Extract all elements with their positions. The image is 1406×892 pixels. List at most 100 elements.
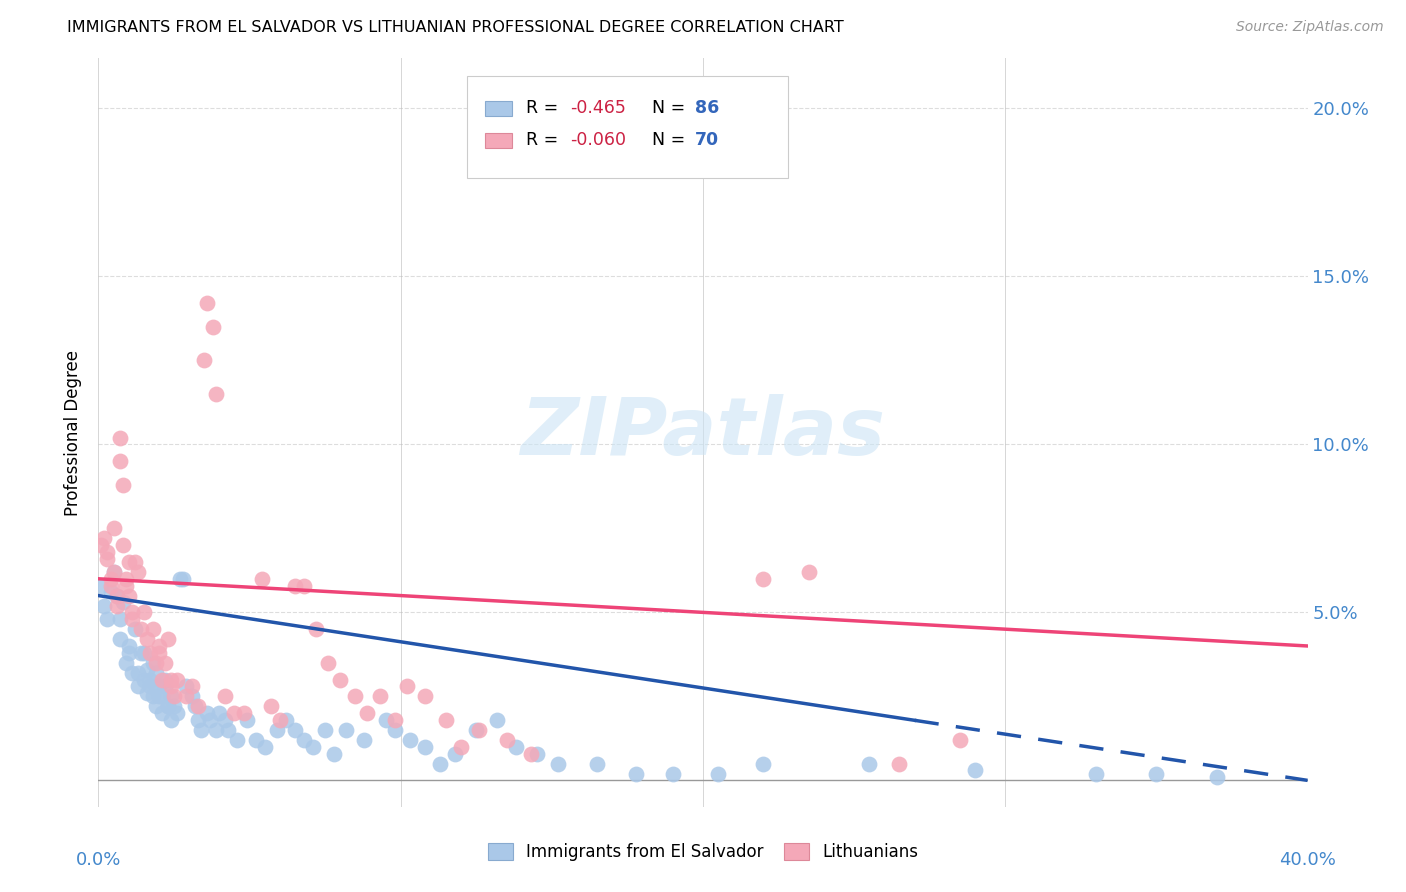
Point: [172, 572, 194, 586]
Point: [111, 595, 134, 609]
Point: [205, 387, 228, 401]
Point: [205, 723, 228, 737]
Text: IMMIGRANTS FROM EL SALVADOR VS LITHUANIAN PROFESSIONAL DEGREE CORRELATION CHART: IMMIGRANTS FROM EL SALVADOR VS LITHUANIA…: [67, 20, 844, 35]
Point: [181, 679, 204, 693]
Point: [108, 632, 131, 647]
Point: [444, 747, 467, 761]
Point: [114, 572, 136, 586]
Point: [135, 686, 157, 700]
Point: [111, 538, 134, 552]
Point: [519, 747, 541, 761]
Point: [93, 599, 115, 613]
Point: [124, 555, 146, 569]
Text: R =: R =: [526, 99, 564, 117]
Point: [335, 723, 357, 737]
Point: [124, 622, 146, 636]
Point: [139, 679, 162, 693]
Text: ZIPatlas: ZIPatlas: [520, 393, 886, 472]
Point: [160, 690, 183, 704]
Point: [100, 578, 122, 592]
Point: [1206, 770, 1229, 784]
Point: [105, 599, 128, 613]
Bar: [485, 133, 512, 148]
Text: 86: 86: [695, 99, 718, 117]
Point: [398, 733, 420, 747]
Point: [100, 572, 122, 586]
Point: [949, 733, 972, 747]
Point: [132, 673, 155, 687]
Point: [274, 713, 297, 727]
Point: [145, 665, 167, 680]
Point: [135, 632, 157, 647]
Point: [118, 639, 141, 653]
Point: [356, 706, 378, 721]
Point: [187, 713, 209, 727]
Point: [1085, 766, 1108, 780]
Point: [245, 733, 267, 747]
Point: [193, 353, 215, 368]
FancyBboxPatch shape: [467, 76, 787, 178]
Text: 70: 70: [695, 130, 718, 149]
Point: [269, 713, 291, 727]
Text: -0.060: -0.060: [569, 130, 626, 149]
Point: [103, 521, 125, 535]
Point: [202, 319, 225, 334]
Point: [132, 646, 155, 660]
Point: [96, 551, 118, 566]
Point: [174, 690, 197, 704]
Point: [395, 679, 418, 693]
Point: [156, 699, 179, 714]
Point: [114, 656, 136, 670]
Point: [139, 646, 162, 660]
Point: [965, 764, 987, 778]
Point: [129, 622, 152, 636]
Point: [468, 723, 491, 737]
Point: [153, 679, 176, 693]
Legend: Immigrants from El Salvador, Lithuanians: Immigrants from El Salvador, Lithuanians: [481, 836, 925, 868]
Point: [169, 572, 191, 586]
Point: [103, 565, 125, 579]
Point: [752, 572, 775, 586]
Point: [329, 673, 352, 687]
Point: [142, 656, 165, 670]
Text: -0.465: -0.465: [569, 99, 626, 117]
Point: [93, 532, 115, 546]
Point: [316, 656, 339, 670]
Point: [132, 606, 155, 620]
Point: [108, 454, 131, 468]
Point: [121, 612, 143, 626]
Point: [150, 706, 173, 721]
Point: [145, 699, 167, 714]
Point: [450, 739, 472, 754]
Point: [505, 739, 527, 754]
Point: [111, 477, 134, 491]
Point: [195, 296, 218, 310]
Point: [344, 690, 367, 704]
Point: [148, 679, 170, 693]
Point: [127, 665, 149, 680]
Point: [90, 578, 112, 592]
Point: [214, 713, 236, 727]
Point: [145, 656, 167, 670]
Point: [103, 565, 125, 579]
Point: [250, 572, 273, 586]
Text: N =: N =: [652, 99, 690, 117]
Point: [889, 756, 911, 771]
Point: [586, 756, 609, 771]
Point: [495, 733, 517, 747]
Point: [1144, 766, 1167, 780]
Point: [235, 713, 257, 727]
Point: [353, 733, 375, 747]
Point: [100, 585, 122, 599]
Point: [114, 578, 136, 592]
Point: [195, 706, 218, 721]
Text: 0.0%: 0.0%: [76, 851, 121, 869]
Text: 40.0%: 40.0%: [1279, 851, 1336, 869]
Point: [752, 756, 775, 771]
Point: [148, 690, 170, 704]
Point: [434, 713, 457, 727]
Point: [166, 673, 188, 687]
Point: [465, 723, 488, 737]
Point: [253, 739, 276, 754]
Text: Source: ZipAtlas.com: Source: ZipAtlas.com: [1236, 20, 1384, 34]
